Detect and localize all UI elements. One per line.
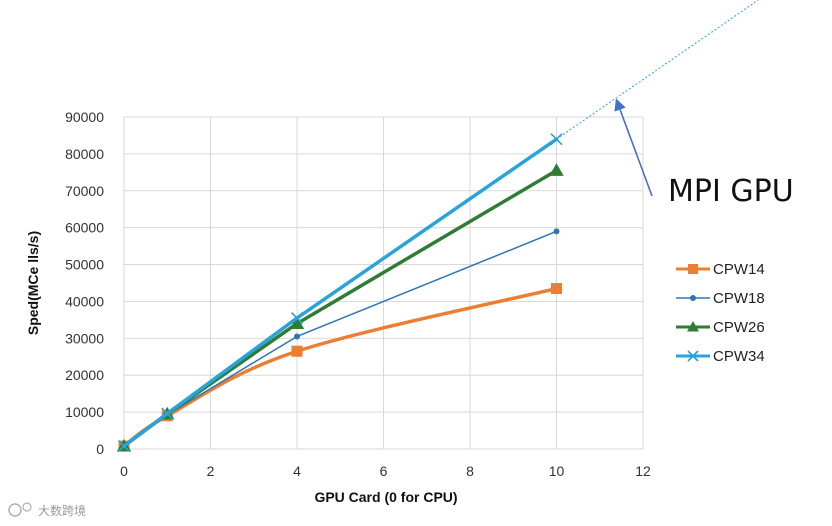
point-cpw34-x1	[161, 407, 174, 420]
x-tick-10: 10	[549, 463, 565, 479]
point-cpw18-x10	[553, 228, 560, 235]
point-cpw18-x4	[294, 333, 300, 340]
point-cpw14-x10	[551, 283, 562, 295]
legend-label-cpw34: CPW34	[713, 348, 765, 365]
annotation-arrow	[614, 98, 653, 197]
legend-marker-cpw18	[690, 295, 696, 301]
x-tick-0: 0	[120, 463, 128, 479]
point-cpw14-x4	[291, 345, 303, 357]
x-tick-8: 8	[466, 463, 474, 479]
annotation-mpi-gpu: MPI GPU	[668, 174, 794, 209]
watermark: 大数跨境	[8, 502, 86, 518]
y-tick-50000: 50000	[65, 257, 104, 273]
y-tick-labels: 0 10000 20000 30000 40000 50000 60000 70000 8000…	[65, 109, 104, 457]
extrapolation-line	[556, 0, 759, 140]
x-tick-2: 2	[207, 463, 215, 479]
y-tick-80000: 80000	[65, 146, 104, 162]
x-axis-title: GPU Card (0 for CPU)	[314, 489, 457, 505]
legend-marker-cpw14	[688, 264, 698, 274]
legend-marker-cpw26	[687, 321, 699, 332]
y-tick-30000: 30000	[65, 330, 104, 346]
y-axis-title: Sped(MCe lls/s)	[25, 231, 41, 335]
watermark-logo-icon	[8, 503, 22, 517]
y-tick-10000: 10000	[65, 404, 104, 420]
point-cpw26-x4	[289, 316, 305, 329]
watermark-logo-icon-small	[22, 502, 32, 512]
grid-lines	[123, 116, 644, 450]
x-tick-12: 12	[635, 463, 651, 479]
x-tick-labels: 0 2 4 6 8 10 12	[120, 463, 651, 479]
point-cpw34-x10	[550, 133, 563, 146]
y-tick-70000: 70000	[65, 183, 104, 199]
legend-label-cpw14: CPW14	[713, 261, 765, 278]
point-cpw26-x10	[549, 163, 564, 176]
point-cpw34-x4	[290, 311, 304, 325]
y-tick-90000: 90000	[65, 109, 104, 125]
watermark-text: 大数跨境	[38, 503, 86, 518]
x-tick-6: 6	[380, 463, 388, 479]
series-line-cpw14	[122, 286, 559, 448]
y-tick-0: 0	[96, 441, 104, 457]
point-cpw34-x0	[117, 439, 131, 453]
legend-label-cpw26: CPW26	[713, 319, 765, 336]
legend-label-cpw18: CPW18	[713, 290, 765, 307]
y-tick-20000: 20000	[65, 367, 104, 383]
y-tick-60000: 60000	[65, 220, 104, 236]
legend-marker-cpw34	[687, 350, 699, 362]
legend: CPW14 CPW18 CPW26 CPW34	[676, 261, 765, 365]
y-tick-40000: 40000	[65, 293, 104, 309]
series-line-cpw34	[122, 137, 559, 448]
series-group	[116, 133, 564, 453]
x-tick-4: 4	[293, 463, 301, 479]
